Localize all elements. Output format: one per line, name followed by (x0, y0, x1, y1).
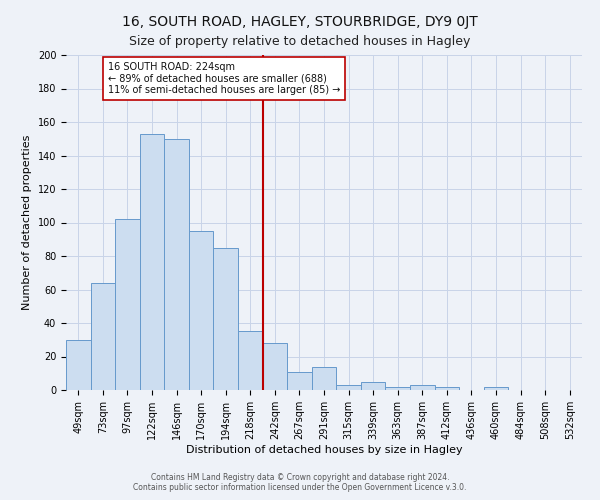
Bar (91, 283, 115, 390)
Bar (263, 343, 287, 390)
Bar (189, 231, 214, 390)
Bar (410, 385, 434, 390)
Text: 16 SOUTH ROAD: 224sqm
← 89% of detached houses are smaller (688)
11% of semi-det: 16 SOUTH ROAD: 224sqm ← 89% of detached … (108, 62, 340, 95)
Bar (434, 386, 459, 390)
Bar (115, 219, 140, 390)
Bar (361, 382, 385, 390)
Bar (214, 248, 238, 390)
Bar (312, 366, 336, 390)
Bar (164, 138, 189, 390)
X-axis label: Distribution of detached houses by size in Hagley: Distribution of detached houses by size … (185, 444, 463, 454)
Bar (385, 386, 410, 390)
Text: 16, SOUTH ROAD, HAGLEY, STOURBRIDGE, DY9 0JT: 16, SOUTH ROAD, HAGLEY, STOURBRIDGE, DY9… (122, 15, 478, 29)
Bar (66, 340, 91, 390)
Bar (484, 386, 508, 390)
Text: Contains HM Land Registry data © Crown copyright and database right 2024.
Contai: Contains HM Land Registry data © Crown c… (133, 473, 467, 492)
Y-axis label: Number of detached properties: Number of detached properties (22, 135, 32, 310)
Bar (238, 332, 263, 390)
Text: Size of property relative to detached houses in Hagley: Size of property relative to detached ho… (130, 35, 470, 48)
Bar (140, 134, 164, 390)
Bar (336, 385, 361, 390)
Bar (287, 372, 312, 390)
